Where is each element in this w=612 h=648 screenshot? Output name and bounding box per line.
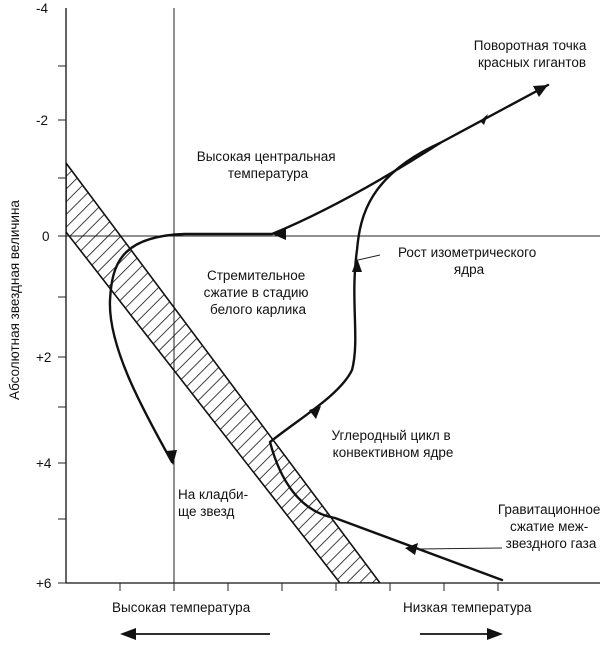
carbon-cycle-label: Углеродный цикл в конвективном ядре	[332, 428, 455, 460]
descent-track	[108, 141, 442, 464]
evolution-track	[268, 83, 550, 582]
y-tick-label: -2	[36, 113, 48, 128]
gravitational-contraction-label: Гравитационное сжатие меж- звездного газ…	[498, 502, 604, 551]
main-sequence-band	[66, 161, 381, 583]
y-axis-title: Абсолютная звездная величина	[7, 200, 22, 400]
y-tick-label: +4	[36, 456, 52, 471]
rapid-contraction-label: Стремительное сжатие в стадию белого кар…	[204, 268, 313, 317]
track-arrowheads	[166, 85, 548, 555]
x-axis-ticks	[119, 583, 499, 591]
hot-direction-arrow	[120, 628, 270, 640]
star-graveyard-label: На кладби- ще звезд	[178, 487, 252, 519]
high-central-temperature-label: Высокая центральная температура	[197, 149, 340, 181]
annotation-pointers	[357, 254, 503, 550]
isothermal-core-growth-label: Рост изометрического ядра	[398, 245, 540, 277]
x-label-high-temperature: Высокая температура	[112, 600, 251, 615]
red-giant-turnoff-label: Поворотная точка красных гигантов	[474, 38, 590, 70]
y-tick-label: +2	[36, 350, 51, 365]
y-tick-label: +6	[36, 576, 51, 591]
x-label-low-temperature: Низкая температура	[403, 600, 532, 615]
cool-direction-arrow	[420, 628, 503, 640]
y-axis-ticks	[58, 65, 66, 584]
y-tick-label: 0	[42, 229, 50, 244]
y-tick-label: -4	[36, 1, 48, 16]
